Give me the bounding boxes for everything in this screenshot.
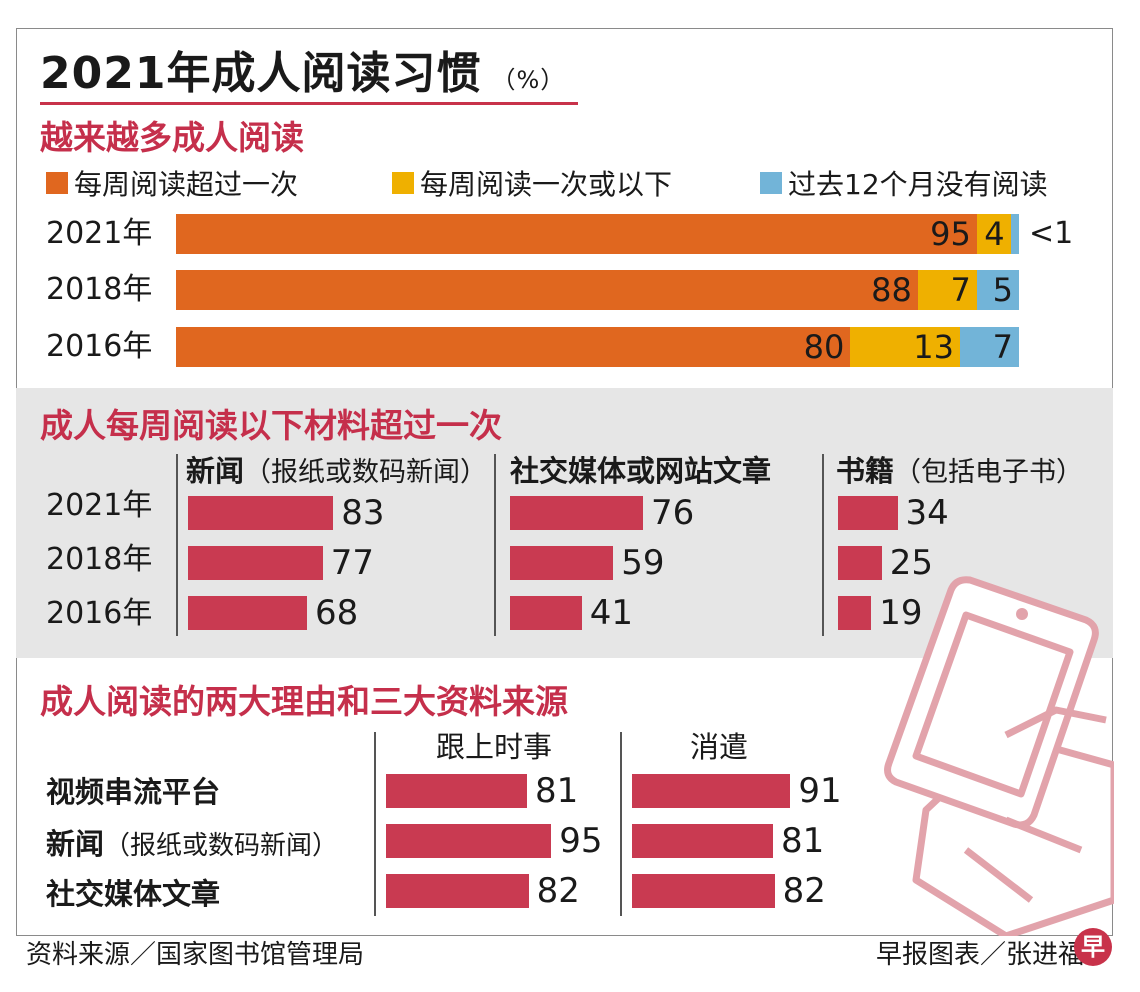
group-header-note: （报纸或数码新闻）	[244, 457, 488, 488]
source-label: 新闻（报纸或数码新闻）	[46, 826, 338, 864]
bar-segment: 5	[976, 270, 1019, 310]
bar-value-label: 68	[315, 593, 359, 633]
bar-value-label: 81	[534, 771, 579, 811]
bar-value-label: 95	[930, 215, 971, 253]
tablet-illustration	[884, 576, 1114, 936]
bar-value-label: 13	[913, 328, 954, 366]
source-label-note: （报纸或数码新闻）	[104, 831, 339, 861]
bar-value-label: 34	[905, 493, 949, 533]
bar-segment: 80	[176, 327, 851, 367]
year-label: 2021年	[46, 216, 153, 251]
legend-item-3: 过去12个月没有阅读	[760, 168, 1048, 201]
bar-value-label: <1	[1029, 216, 1074, 251]
legend-item-2: 每周阅读一次或以下	[392, 168, 672, 201]
bar-segment: 88	[176, 270, 918, 310]
bar-value-label: 81	[780, 821, 825, 861]
bar	[510, 546, 614, 580]
source-label: 社交媒体文章	[46, 876, 220, 912]
group-header-bold: 社交媒体或网站文章	[510, 454, 772, 488]
bar-value-label: 88	[871, 271, 912, 309]
bar-value-label: 80	[803, 328, 845, 366]
bar	[386, 874, 529, 908]
group-header: 新闻（报纸或数码新闻）	[186, 454, 487, 490]
group-header-bold: 书籍	[836, 454, 895, 488]
stacked-bar: 95 4	[176, 214, 1019, 254]
bar-segment: 7	[959, 327, 1019, 367]
legend-swatch-blue	[760, 172, 782, 194]
bar-segment: 13	[850, 327, 960, 367]
bar	[838, 596, 872, 630]
bar-value-label: 76	[651, 493, 695, 533]
stacked-bar: 80 13 7	[176, 327, 1019, 367]
bar-segment: 95	[176, 214, 977, 254]
bar	[386, 774, 527, 808]
year-label: 2016年	[46, 596, 153, 631]
chart-title: 2021年成人阅读习惯 （%）	[40, 48, 566, 99]
divider	[494, 454, 496, 636]
bar	[510, 496, 643, 530]
bar	[188, 596, 307, 630]
section3-heading: 成人阅读的两大理由和三大资料来源	[40, 682, 568, 721]
divider	[620, 732, 622, 916]
title-underline	[40, 102, 578, 105]
bar-value-label: 4	[984, 215, 1005, 253]
bar-value-label: 41	[589, 593, 634, 633]
bar-value-label: 7	[950, 271, 971, 309]
bar-value-label: 59	[621, 543, 665, 583]
bar-value-label: 19	[879, 593, 923, 633]
bar	[188, 496, 334, 530]
bar-value-label: 95	[559, 821, 603, 861]
bar-segment: 7	[917, 270, 977, 310]
bar	[632, 774, 791, 808]
bar-value-label: 83	[341, 493, 385, 533]
credit-note: 早报图表／张进福	[876, 940, 1085, 970]
column-header-current-affairs: 跟上时事	[436, 730, 553, 764]
bar	[838, 496, 898, 530]
divider	[176, 454, 178, 636]
bar-value-label: 5	[992, 271, 1013, 309]
bar	[510, 596, 582, 630]
divider	[822, 454, 824, 636]
group-header: 书籍（包括电子书）	[836, 454, 1083, 490]
bar	[386, 824, 552, 858]
bar	[188, 546, 323, 580]
bar-value-label: 25	[889, 543, 934, 583]
bar-segment	[1010, 214, 1019, 254]
bar-value-label: 82	[782, 871, 826, 911]
legend-swatch-orange	[46, 172, 68, 194]
group-header: 社交媒体或网站文章	[510, 454, 771, 490]
year-label: 2021年	[46, 488, 153, 523]
bar-value-label: 77	[330, 543, 375, 583]
source-note: 资料来源／国家图书馆管理局	[26, 940, 365, 970]
section1-heading: 越来越多成人阅读	[40, 118, 304, 157]
source-label-bold: 视频串流平台	[46, 775, 221, 809]
bar-value-label: 7	[992, 328, 1013, 366]
unit-label: （%）	[491, 66, 566, 94]
legend-swatch-yellow	[392, 172, 414, 194]
bar-value-label: 82	[536, 871, 580, 911]
group-header-note: （包括电子书）	[894, 457, 1084, 488]
stacked-bar: 88 7 5	[176, 270, 1019, 310]
section2-heading: 成人每周阅读以下材料超过一次	[40, 406, 502, 445]
source-label-bold: 新闻	[46, 827, 105, 861]
bar	[838, 546, 882, 580]
column-header-leisure: 消遣	[690, 730, 749, 764]
bar	[632, 874, 775, 908]
year-label: 2018年	[46, 542, 153, 577]
source-label-bold: 社交媒体文章	[46, 877, 221, 911]
bar-segment: 4	[976, 214, 1011, 254]
year-label: 2016年	[46, 329, 153, 364]
bar-value-label: 91	[798, 771, 842, 811]
legend-item-1: 每周阅读超过一次	[46, 168, 298, 201]
zaobao-logo-icon: 早	[1074, 928, 1112, 966]
divider	[374, 732, 376, 916]
source-label: 视频串流平台	[46, 774, 220, 810]
bar	[632, 824, 773, 858]
group-header-bold: 新闻	[186, 454, 245, 488]
year-label: 2018年	[46, 272, 153, 307]
